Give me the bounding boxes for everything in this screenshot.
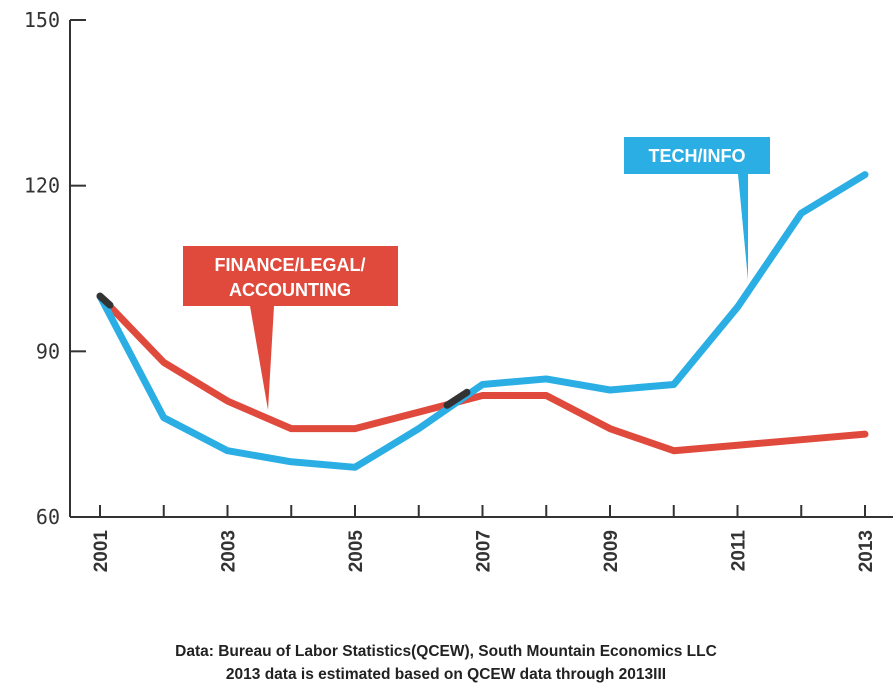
y-tick-label-0: 60 bbox=[36, 505, 60, 529]
footnote-source: Data: Bureau of Labor Statistics(QCEW), … bbox=[175, 643, 717, 660]
x-tick-label-1: 2003 bbox=[219, 530, 240, 572]
tech-callout-box bbox=[624, 137, 770, 280]
finance-callout-box bbox=[183, 246, 398, 410]
x-tick-label-2: 2005 bbox=[346, 530, 367, 573]
tech-info-callout: TECH/INFO bbox=[624, 137, 770, 280]
y-ticks: 60 90 120 150 bbox=[24, 8, 86, 529]
x-tick-label-5: 2011 bbox=[729, 530, 750, 572]
footnotes: Data: Bureau of Labor Statistics(QCEW), … bbox=[175, 643, 717, 683]
tech-label: TECH/INFO bbox=[649, 146, 746, 166]
footnote-estimate: 2013 data is estimated based on QCEW dat… bbox=[226, 666, 666, 683]
series-line-1 bbox=[96, 171, 869, 471]
finance-label-line-2: ACCOUNTING bbox=[229, 280, 351, 300]
series-lines bbox=[96, 171, 869, 471]
x-tick-label-3: 2007 bbox=[474, 530, 495, 572]
x-tick-label-6: 2013 bbox=[856, 530, 877, 572]
overlap-cross bbox=[443, 388, 471, 409]
y-tick-label-1: 90 bbox=[36, 339, 60, 363]
x-ticks: 2001 2003 2005 2007 2009 2011 2013 bbox=[91, 505, 877, 572]
series-line-0 bbox=[96, 292, 869, 455]
finance-legal-accounting-callout: FINANCE/LEGAL/ ACCOUNTING bbox=[183, 246, 398, 410]
x-tick-label-4: 2009 bbox=[601, 530, 622, 572]
y-tick-label-3: 150 bbox=[24, 8, 60, 32]
finance-label-line-1: FINANCE/LEGAL/ bbox=[215, 255, 366, 275]
y-tick-label-2: 120 bbox=[24, 174, 60, 198]
x-tick-label-0: 2001 bbox=[91, 530, 112, 573]
overlap-start bbox=[96, 292, 114, 309]
